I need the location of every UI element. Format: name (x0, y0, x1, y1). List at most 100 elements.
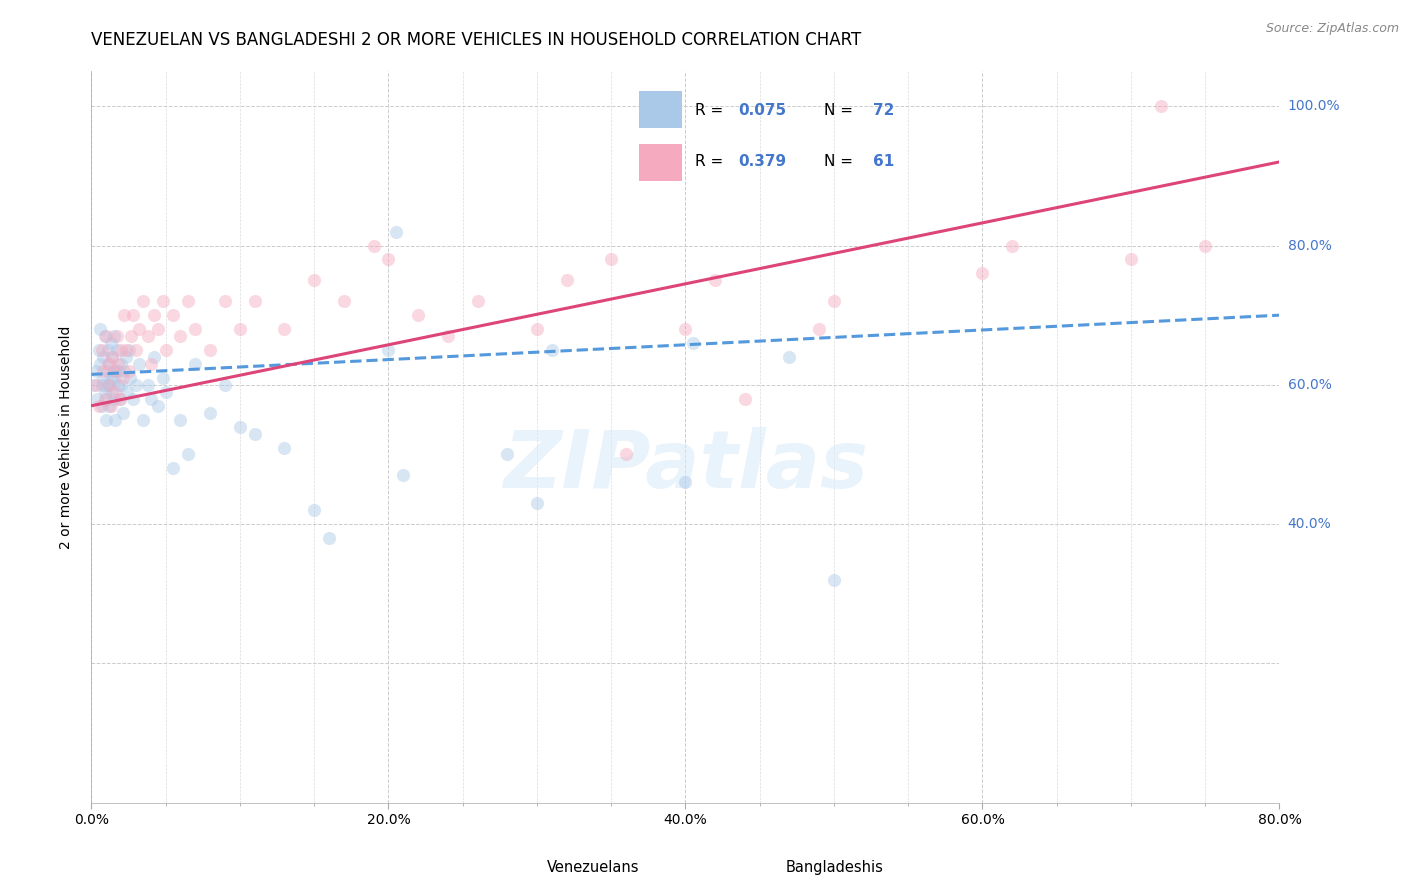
Point (87, 343, 110, 357)
Point (105, 343, 128, 357)
Point (121, 329, 143, 343)
Point (177, 448, 200, 462)
Text: ZIPatlas: ZIPatlas (503, 427, 868, 506)
Point (101, 350, 124, 364)
Point (86, 392, 108, 406)
Point (377, 343, 399, 357)
Point (96, 392, 118, 406)
Point (184, 322, 207, 336)
Point (972, 266, 994, 280)
Point (94, 384, 117, 399)
Point (318, 531, 340, 545)
Y-axis label: 2 or more Vehicles in Household: 2 or more Vehicles in Household (59, 326, 73, 549)
Text: 72: 72 (873, 103, 894, 118)
Point (96, 377, 118, 392)
Point (103, 392, 125, 406)
Point (214, 294, 236, 309)
Point (96, 329, 118, 343)
Point (214, 377, 236, 392)
Point (302, 273, 325, 287)
Point (107, 377, 129, 392)
Point (110, 357, 132, 371)
Point (103, 371, 125, 385)
Point (100, 371, 122, 385)
Point (84, 377, 107, 392)
Point (91, 364, 114, 378)
Text: Venezuelans: Venezuelans (547, 860, 640, 874)
Point (385, 225, 408, 239)
Point (142, 308, 165, 322)
Point (734, 392, 756, 406)
Point (98, 357, 121, 371)
Point (90, 343, 112, 357)
Point (200, 406, 222, 420)
Point (101, 384, 124, 399)
Point (614, 448, 637, 462)
Point (91, 350, 114, 364)
Point (117, 364, 139, 378)
Point (177, 294, 200, 309)
Point (162, 461, 184, 475)
Point (125, 343, 148, 357)
Point (117, 343, 139, 357)
Point (98, 377, 121, 392)
Point (682, 336, 704, 351)
Point (600, 252, 623, 267)
Point (132, 412, 155, 426)
Point (107, 357, 129, 371)
Point (100, 399, 122, 413)
Point (152, 294, 174, 309)
Point (526, 322, 548, 336)
Point (169, 412, 191, 426)
Point (103, 329, 125, 343)
Point (84, 364, 107, 378)
Point (673, 475, 696, 490)
Point (97, 343, 120, 357)
Text: 0.075: 0.075 (738, 103, 786, 118)
Text: R =: R = (695, 103, 728, 118)
Point (333, 294, 356, 309)
Point (142, 350, 165, 364)
Point (243, 294, 266, 309)
Point (115, 384, 138, 399)
Point (111, 406, 134, 420)
Point (122, 308, 145, 322)
Point (148, 322, 170, 336)
Text: N =: N = (824, 154, 858, 169)
Text: N =: N = (824, 103, 858, 118)
Text: 60.0%: 60.0% (1288, 378, 1331, 392)
Point (83, 377, 105, 392)
Point (139, 392, 162, 406)
Point (105, 329, 128, 343)
Point (273, 322, 295, 336)
Point (132, 294, 155, 309)
Point (1001, 238, 1024, 252)
Point (200, 343, 222, 357)
Point (136, 329, 159, 343)
Point (1149, 99, 1171, 113)
Point (107, 364, 129, 378)
Point (128, 357, 150, 371)
Point (808, 322, 831, 336)
Point (128, 322, 150, 336)
Point (406, 308, 429, 322)
Point (540, 343, 562, 357)
Point (673, 322, 696, 336)
Point (108, 392, 131, 406)
Point (778, 350, 800, 364)
Point (90, 399, 112, 413)
Point (467, 294, 489, 309)
Point (363, 238, 385, 252)
Text: 80.0%: 80.0% (1288, 238, 1331, 252)
Text: Source: ZipAtlas.com: Source: ZipAtlas.com (1265, 22, 1399, 36)
Point (136, 377, 159, 392)
Point (125, 377, 148, 392)
Text: 100.0%: 100.0% (1288, 99, 1340, 113)
Point (97, 357, 120, 371)
Point (526, 496, 548, 510)
Point (229, 419, 252, 434)
Point (162, 308, 184, 322)
Point (823, 294, 845, 309)
Text: 40.0%: 40.0% (1288, 517, 1331, 531)
Point (229, 322, 252, 336)
